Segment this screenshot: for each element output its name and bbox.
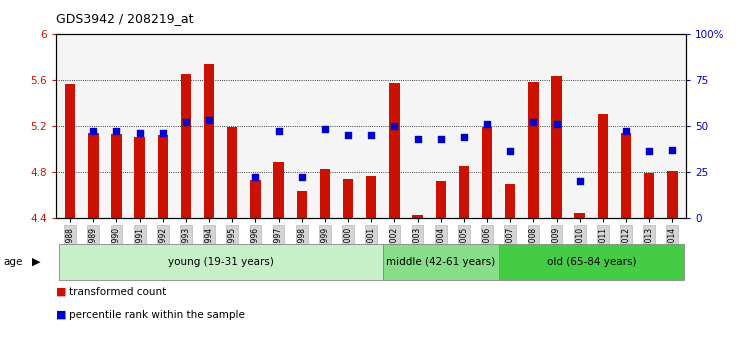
Bar bbox=[274, 162, 284, 218]
Bar bbox=[88, 133, 98, 218]
Point bbox=[481, 121, 493, 127]
Point bbox=[412, 136, 424, 141]
Bar bbox=[413, 216, 423, 218]
Bar bbox=[621, 133, 632, 218]
Bar bbox=[296, 191, 307, 218]
Bar bbox=[482, 127, 492, 218]
Point bbox=[134, 130, 146, 136]
Bar bbox=[251, 180, 261, 218]
Point bbox=[388, 123, 400, 129]
Point bbox=[550, 121, 562, 127]
Bar bbox=[598, 114, 608, 218]
Text: GDS3942 / 208219_at: GDS3942 / 208219_at bbox=[56, 12, 194, 25]
Bar bbox=[668, 171, 677, 218]
Text: age: age bbox=[4, 257, 23, 267]
Point bbox=[180, 119, 192, 125]
Bar bbox=[366, 176, 376, 218]
Bar bbox=[158, 135, 168, 218]
Text: ▶: ▶ bbox=[32, 257, 40, 267]
Point bbox=[435, 136, 447, 141]
Bar bbox=[111, 134, 122, 218]
Bar bbox=[65, 84, 75, 218]
Bar bbox=[343, 179, 353, 218]
Point bbox=[620, 129, 632, 134]
Point bbox=[87, 129, 99, 134]
Point bbox=[527, 119, 539, 125]
Point bbox=[504, 149, 516, 154]
Bar bbox=[574, 213, 585, 218]
Text: percentile rank within the sample: percentile rank within the sample bbox=[69, 310, 244, 320]
Text: old (65-84 years): old (65-84 years) bbox=[547, 257, 636, 267]
Point bbox=[644, 149, 656, 154]
Bar bbox=[551, 76, 562, 218]
Bar bbox=[58, 244, 382, 280]
Point bbox=[296, 175, 307, 180]
Point bbox=[574, 178, 586, 184]
Point bbox=[319, 126, 331, 132]
Bar bbox=[134, 137, 145, 218]
Text: ■: ■ bbox=[56, 287, 67, 297]
Point bbox=[250, 175, 262, 180]
Text: young (19-31 years): young (19-31 years) bbox=[168, 257, 274, 267]
Bar bbox=[227, 127, 238, 218]
Point bbox=[203, 117, 215, 123]
Point bbox=[272, 129, 284, 134]
Text: ■: ■ bbox=[56, 310, 67, 320]
Bar bbox=[644, 173, 655, 218]
Bar bbox=[389, 83, 400, 218]
Bar bbox=[181, 74, 191, 218]
Point bbox=[110, 129, 122, 134]
Text: middle (42-61 years): middle (42-61 years) bbox=[386, 257, 495, 267]
Bar bbox=[436, 181, 446, 218]
Point bbox=[365, 132, 377, 138]
Bar bbox=[528, 82, 538, 218]
Point bbox=[157, 130, 169, 136]
Point bbox=[666, 147, 678, 153]
Point bbox=[458, 134, 470, 139]
Bar bbox=[505, 184, 515, 218]
Bar bbox=[204, 64, 214, 218]
Point bbox=[342, 132, 354, 138]
Bar bbox=[459, 166, 469, 218]
Bar bbox=[320, 170, 330, 218]
Bar bbox=[382, 244, 499, 280]
Bar bbox=[499, 244, 684, 280]
Text: transformed count: transformed count bbox=[69, 287, 166, 297]
